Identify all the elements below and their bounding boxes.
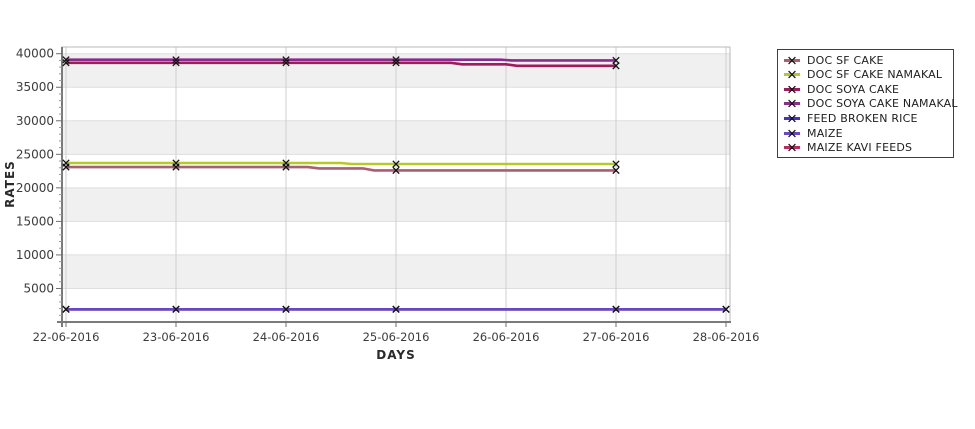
line-x-marker-icon <box>784 70 800 79</box>
legend-item: FEED BROKEN RICE <box>783 112 949 126</box>
x-marker <box>172 159 180 167</box>
x-marker <box>392 305 400 313</box>
x-marker <box>62 59 70 67</box>
x-marker <box>612 305 620 313</box>
legend-item: DOC SF CAKE NAMAKAL <box>783 68 949 82</box>
y-tick-label: 40000 <box>16 47 54 61</box>
y-tick-label: 5000 <box>23 281 54 295</box>
x-marker <box>392 56 400 64</box>
x-marker <box>62 159 70 167</box>
x-tick-label: 25-06-2016 <box>363 330 430 344</box>
y-tick-label: 25000 <box>16 147 54 161</box>
y-axis-title: RATES <box>3 160 17 208</box>
x-marker <box>392 59 400 67</box>
legend-item: DOC SOYA CAKE <box>783 82 949 96</box>
y-tick-label: 10000 <box>16 248 54 262</box>
x-marker <box>612 56 620 65</box>
series-line-doc-sf-cake-namakal <box>66 161 616 166</box>
x-marker <box>172 56 180 64</box>
line-x-marker-icon <box>784 143 800 152</box>
line-x-marker-icon <box>784 114 800 123</box>
line-x-marker-icon <box>784 100 800 108</box>
legend-item-label: DOC SF CAKE <box>807 53 884 67</box>
legend-item: MAIZE <box>783 126 949 140</box>
legend-item-label: FEED BROKEN RICE <box>807 112 918 126</box>
axis-tick-labels: 5000 10000 15000 20000 25000 30000 35000 40000 2… <box>16 47 760 344</box>
x-marker <box>612 160 620 168</box>
legend-item: DOC SF CAKE <box>783 53 949 67</box>
x-marker <box>172 59 180 67</box>
x-marker <box>172 305 180 313</box>
x-tick-label: 26-06-2016 <box>473 330 540 344</box>
x-marker <box>392 160 400 168</box>
x-marker <box>612 62 620 70</box>
legend-item-label: MAIZE <box>807 126 843 140</box>
x-tick-label: 24-06-2016 <box>253 330 320 344</box>
x-axis-title: DAYS <box>376 348 415 362</box>
x-marker <box>612 166 620 175</box>
line-x-marker-icon <box>784 85 800 94</box>
x-marker <box>392 166 400 175</box>
legend-item: DOC SOYA CAKE NAMAKAL <box>783 97 958 111</box>
vertical-gridlines <box>65 47 727 322</box>
y-tick-label: 15000 <box>16 214 54 228</box>
x-marker <box>282 59 290 67</box>
x-tick-label: 23-06-2016 <box>143 330 210 344</box>
legend-item-label: DOC SOYA CAKE <box>807 82 900 96</box>
x-marker <box>62 305 70 313</box>
x-marker <box>62 56 70 64</box>
series-markers <box>62 56 730 313</box>
series-line-doc-soya-cake-namakal <box>66 58 616 62</box>
x-marker <box>282 159 290 167</box>
x-tick-label: 22-06-2016 <box>33 330 100 344</box>
axis-ticks <box>56 53 727 327</box>
legend-item-label: MAIZE KAVI FEEDS <box>807 141 913 155</box>
x-tick-label: 27-06-2016 <box>583 330 650 344</box>
line-x-marker-icon <box>784 129 800 137</box>
y-tick-label: 35000 <box>16 80 54 94</box>
chart-legend: DOC SF CAKE DOC SF CAKE NAMAKAL DOC SOYA C… <box>777 49 958 158</box>
line-x-marker-icon <box>784 56 800 65</box>
legend-item-label: DOC SOYA CAKE NAMAKAL <box>807 97 958 111</box>
x-tick-label: 28-06-2016 <box>693 330 760 344</box>
x-marker <box>282 305 290 313</box>
x-marker <box>722 305 730 313</box>
y-tick-label: 30000 <box>16 114 54 128</box>
legend-item-label: DOC SF CAKE NAMAKAL <box>807 68 943 82</box>
series-line-doc-sf-cake <box>66 165 616 172</box>
y-tick-label: 20000 <box>16 181 54 195</box>
x-marker <box>282 56 290 64</box>
series-line-doc-soya-cake <box>66 61 616 68</box>
legend-item: MAIZE KAVI FEEDS <box>783 141 949 155</box>
